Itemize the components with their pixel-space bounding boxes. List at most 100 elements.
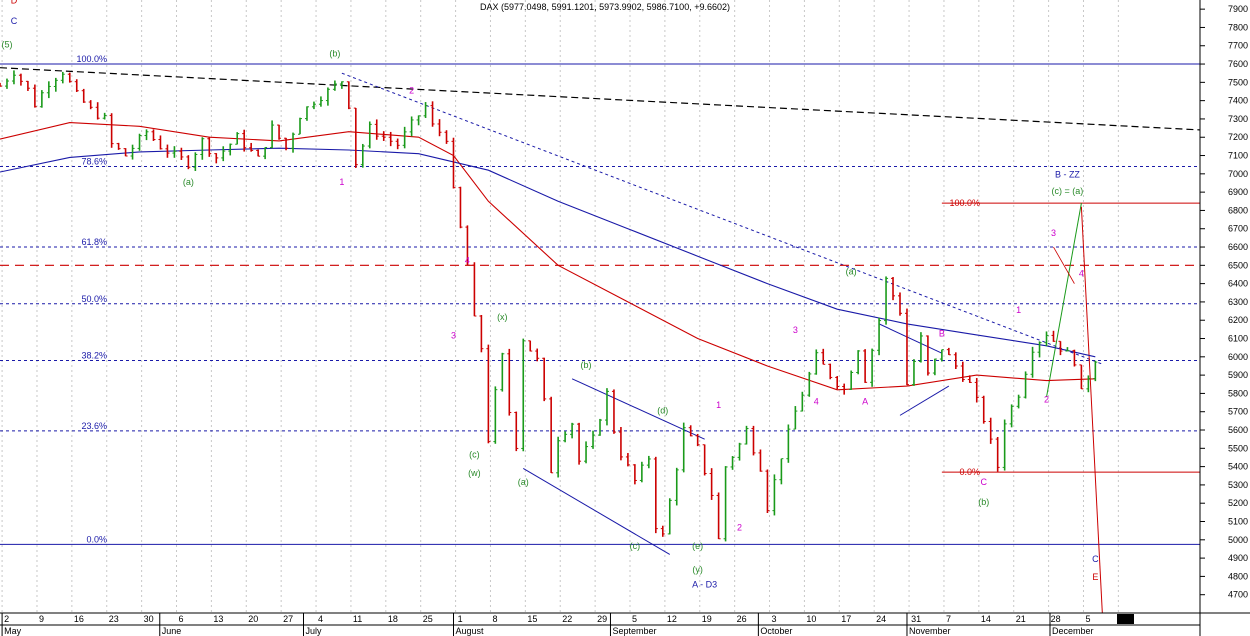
y-tick-label: 6500	[1228, 260, 1248, 270]
y-tick-label: 5900	[1228, 370, 1248, 380]
x-day-tick-label: 10	[806, 614, 816, 624]
wave-label: (d)	[657, 406, 668, 416]
y-tick-label: 6200	[1228, 315, 1248, 325]
wave-label: 1	[339, 177, 344, 187]
x-month-label: September	[612, 626, 656, 636]
current-date-marker	[1117, 614, 1134, 624]
x-month-label: July	[305, 626, 322, 636]
wave-label: (x)	[497, 312, 508, 322]
y-tick-label: 6400	[1228, 279, 1248, 289]
wave-label: (c) = (a)	[1052, 186, 1084, 196]
x-day-tick-label: 19	[702, 614, 712, 624]
y-tick-label: 5500	[1228, 443, 1248, 453]
x-day-tick-label: 3	[772, 614, 777, 624]
x-day-tick-label: 5	[632, 614, 637, 624]
wave-label: (y)	[692, 565, 703, 575]
wave-label: 4	[1079, 268, 1084, 278]
x-day-tick-label: 21	[1016, 614, 1026, 624]
y-tick-label: 7800	[1228, 22, 1248, 32]
wave-label: (c)	[469, 449, 480, 459]
price-bars	[0, 70, 1098, 542]
fib-level-label: 78.6%	[81, 157, 107, 167]
x-day-tick-label: 9	[39, 614, 44, 624]
wave-label: (e)	[692, 541, 703, 551]
x-day-tick-label: 11	[353, 614, 362, 624]
x-day-tick-label: 29	[597, 614, 607, 624]
x-day-tick-label: 13	[213, 614, 223, 624]
wave-label: (a)	[846, 266, 857, 276]
x-month-label: November	[909, 626, 951, 636]
x-day-tick-label: 15	[527, 614, 537, 624]
y-tick-label: 6900	[1228, 187, 1248, 197]
y-tick-label: 5200	[1228, 498, 1248, 508]
wave-label: 4	[465, 255, 470, 265]
wave-label: 1	[716, 400, 721, 410]
y-tick-label: 5700	[1228, 407, 1248, 417]
wave-label: 2	[409, 85, 414, 95]
y-tick-label: 7500	[1228, 77, 1248, 87]
fib-level-label: 100.0%	[76, 54, 107, 64]
x-day-tick-label: 31	[911, 614, 921, 624]
grid	[1, 0, 1119, 613]
wave-label: (w)	[468, 468, 481, 478]
moving-averages	[0, 122, 1096, 391]
x-day-tick-label: 7	[946, 614, 951, 624]
y-tick-label: 5100	[1228, 517, 1248, 527]
x-day-tick-label: 17	[841, 614, 851, 624]
x-axis: 2 9 16 23 30 6 13 20 27 4 11 18 25 1 8 15 22 29 5 12 19 26 3 10…	[0, 612, 1250, 636]
chart-title: DAX (5977.0498, 5991.1201, 5973.9902, 59…	[480, 2, 730, 12]
x-day-tick-label: 25	[423, 614, 433, 624]
y-tick-label: 5300	[1228, 480, 1248, 490]
y-tick-label: 6300	[1228, 297, 1248, 307]
y-tick-label: 6700	[1228, 224, 1248, 234]
wave-label: (b)	[978, 497, 989, 507]
fib-level-label: 23.6%	[81, 421, 107, 431]
wave-label: C	[11, 16, 18, 26]
y-tick-label: 4900	[1228, 553, 1248, 563]
fib-level-label: 50.0%	[81, 294, 107, 304]
wave-label: A	[862, 396, 868, 406]
fib-level-label: 38.2%	[81, 350, 107, 360]
x-day-tick-label: 16	[74, 614, 84, 624]
fib-level-label: 0.0%	[86, 534, 107, 544]
trend-line	[1046, 203, 1082, 398]
y-tick-label: 5400	[1228, 462, 1248, 472]
y-tick-label: 5000	[1228, 535, 1248, 545]
y-tick-label: 7900	[1228, 4, 1248, 14]
x-day-tick-label: 26	[737, 614, 747, 624]
x-day-tick-label: 28	[1051, 614, 1061, 624]
x-day-tick-label: 27	[283, 614, 293, 624]
y-tick-label: 5800	[1228, 388, 1248, 398]
y-tick-label: 6100	[1228, 334, 1248, 344]
wave-label: B	[939, 329, 945, 339]
x-month-label: May	[4, 626, 22, 636]
x-day-tick-label: 2	[4, 614, 9, 624]
wave-label: 2	[1044, 395, 1049, 405]
wave-label: 4	[814, 396, 819, 406]
y-tick-label: 7400	[1228, 96, 1248, 106]
x-day-tick-label: 1	[458, 614, 463, 624]
wave-label: E	[1092, 572, 1098, 582]
x-day-tick-label: 6	[179, 614, 184, 624]
x-day-tick-label: 24	[876, 614, 886, 624]
x-day-tick-label: 18	[388, 614, 398, 624]
y-tick-label: 7700	[1228, 41, 1248, 51]
x-day-tick-label: 4	[318, 614, 323, 624]
fib-level-label: 61.8%	[81, 237, 107, 247]
y-tick-label: 7000	[1228, 169, 1248, 179]
y-tick-label: 7300	[1228, 114, 1248, 124]
wave-label: (b)	[581, 360, 592, 370]
moving-average-line	[0, 122, 1096, 391]
trend-line	[899, 385, 950, 416]
x-day-tick-label: 23	[109, 614, 119, 624]
y-tick-label: 5600	[1228, 425, 1248, 435]
x-day-tick-label: 14	[981, 614, 991, 624]
wave-label: (a)	[183, 177, 194, 187]
wave-annotations: D C (5) (b) 2 (a) 1 4 3 (x) (c) (w) (a) (b) (d) 1 (c) (e)…	[1, 0, 1099, 589]
wave-label: 3	[451, 331, 456, 341]
y-tick-label: 4800	[1228, 571, 1248, 581]
y-tick-label: 4700	[1228, 590, 1248, 600]
wave-label: 2	[737, 523, 742, 533]
wave-label: 3	[793, 325, 798, 335]
